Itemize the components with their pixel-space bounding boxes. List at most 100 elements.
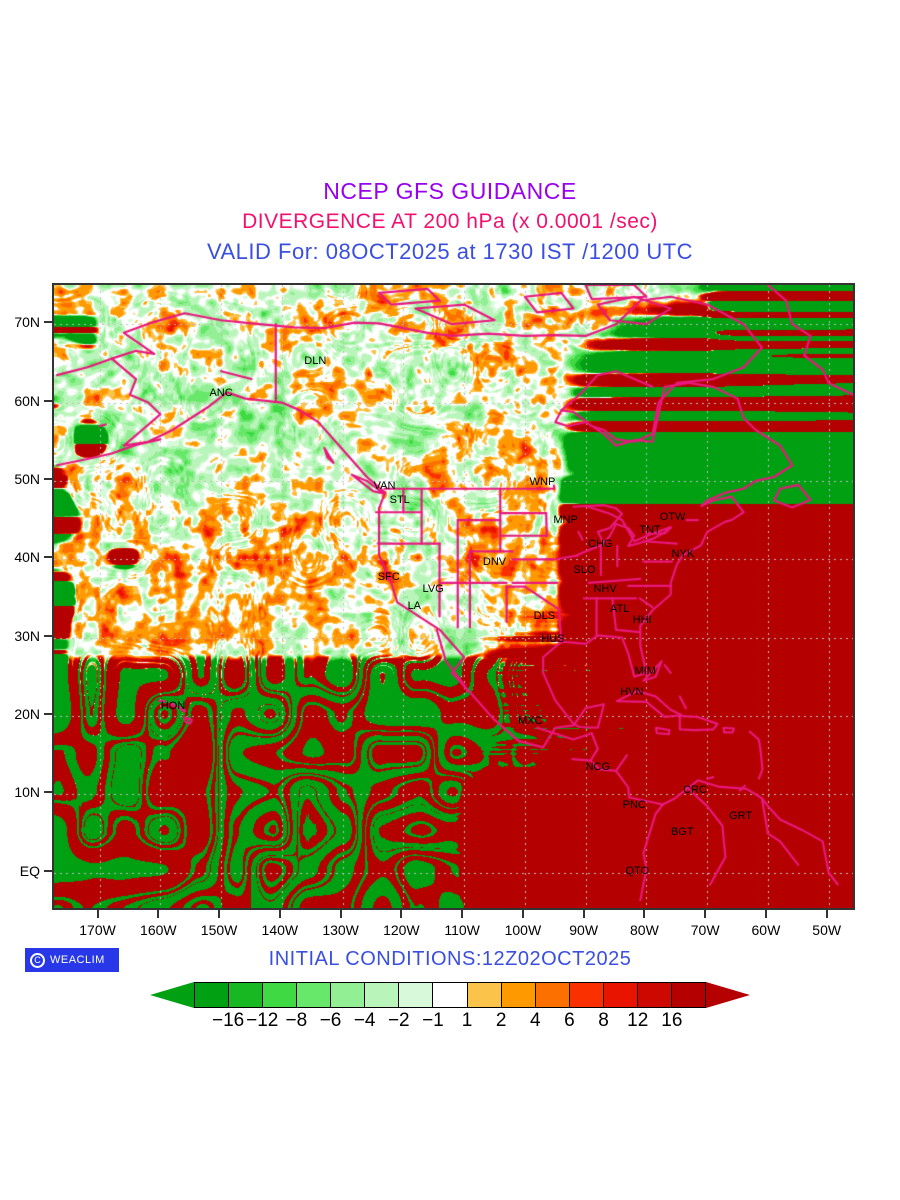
colorbar-cell [195,983,230,1007]
colorbar-label: 2 [495,1010,507,1031]
colorbar-extend-low-icon [150,982,194,1008]
latitude-tick [44,634,52,637]
page-title: NCEP GFS GUIDANCE [323,178,577,204]
longitude-tick-label: 70W [690,922,720,938]
colorbar-extend-high-icon [706,982,750,1008]
copyright-icon: C [30,952,45,968]
longitude-axis: 170W 160W 150W 140W 130W 120W 110W 100W 90W 80W 70… [0,910,900,950]
latitude-tick-label: 70N [14,314,40,331]
longitude-tick [339,910,342,918]
longitude-tick [218,910,221,918]
longitude-tick [278,910,281,918]
colorbar-cell [501,983,536,1007]
colorbar-cell [297,983,332,1007]
city-label-mnp: MNP [553,514,578,527]
city-label-la: LA [407,599,422,612]
colorbar-label: −6 [319,1010,342,1031]
city-label-dls: DLS [533,609,556,622]
title-variable: DIVERGENCE AT 200 hPa (x 0.0001 /sec) [242,210,658,233]
city-label-hus: HUS [541,633,565,646]
longitude-tick-label: 170W [79,922,116,938]
colorbar-cell [637,983,672,1007]
latitude-tick [44,791,52,794]
city-label-crc: CRC [683,784,707,797]
colorbar-label: 12 [627,1010,649,1031]
colorbar-cell [433,983,468,1007]
longitude-tick [157,910,160,918]
colorbar-label: −2 [387,1010,410,1031]
colorbar-label: −16 [212,1010,245,1031]
colorbar-cell [399,983,434,1007]
city-label-layer: ANC DLN HON VAN STL WNP MNP CHG TNT OTW NYK DNV SLO S… [54,285,853,908]
longitude-tick [704,910,707,918]
longitude-tick-label: 140W [261,922,299,938]
city-label-wnp: WNP [529,475,556,488]
colorbar-cell [467,983,502,1007]
city-label-stl: STL [389,493,410,506]
title-valid-time: VALID For: 08OCT2025 at 1730 IST /1200 U… [206,239,694,264]
latitude-tick [44,321,52,324]
city-label-mim: MIM [634,664,656,677]
longitude-tick [96,910,99,918]
latitude-tick-label: 40N [14,549,40,566]
latitude-tick-label: EQ [19,862,40,879]
colorbar-cell [569,983,604,1007]
longitude-tick-label: 80W [630,922,659,938]
city-label-nhv: NHV [593,583,617,596]
colorbar-label: 4 [530,1010,541,1031]
colorbar-tick-labels: −16 −12 −8 −6 −4 −2 −1 1 2 4 6 8 12 16 [150,1010,750,1036]
city-label-qto: QTO [625,865,650,878]
colorbar-cell [603,983,638,1007]
longitude-tick [825,910,828,918]
latitude-tick-label: 30N [14,627,40,644]
initial-conditions-label: INITIAL CONDITIONS:12Z02OCT2025 [268,948,632,970]
city-label-ncg: NCG [585,760,611,773]
colorbar-cell [229,983,264,1007]
weaclim-logo: C WEACLIM [25,948,119,972]
longitude-tick [400,910,403,918]
longitude-tick [764,910,767,918]
colorbar [150,982,750,1008]
longitude-tick [582,910,585,918]
colorbar-cell [535,983,570,1007]
title-block: NCEP GFS GUIDANCE DIVERGENCE AT 200 hPa … [0,178,900,265]
longitude-tick-label: 130W [322,922,359,938]
longitude-tick [461,910,464,918]
colorbar-cell [263,983,298,1007]
city-label-otw: OTW [659,510,686,523]
colorbar-cell [331,983,366,1007]
longitude-tick-label: 60W [751,922,781,938]
city-label-dln: DLN [304,355,327,367]
colorbar-label: 16 [661,1010,683,1031]
colorbar-cell [671,983,705,1007]
city-label-tnt: TNT [639,524,661,537]
latitude-tick [44,556,52,559]
city-label-lvg: LVG [422,583,444,596]
colorbar-label: −12 [246,1010,279,1031]
weaclim-logo-text: WEACLIM [50,954,105,966]
longitude-tick-label: 110W [444,922,480,938]
colorbar-label: −8 [285,1010,308,1031]
city-label-anc: ANC [209,387,233,400]
longitude-tick [521,910,524,918]
latitude-tick [44,713,52,715]
longitude-tick-label: 150W [200,922,238,938]
colorbar-label: 6 [564,1010,575,1031]
latitude-tick-label: 10N [14,784,40,801]
longitude-tick-label: 90W [569,922,599,938]
city-label-sfc: SFC [377,570,400,583]
city-label-slo: SLO [573,564,596,577]
longitude-tick-label: 100W [504,922,542,938]
longitude-tick-label: 50W [812,922,842,938]
city-label-dnv: DNV [482,555,507,568]
latitude-tick [44,477,52,480]
city-label-hon: HON [160,699,186,712]
coastline-canvas [54,285,853,908]
map-plot-area: ANC DLN HON VAN STL WNP MNP CHG TNT OTW NYK DNV SLO S… [52,283,855,910]
longitude-tick-label: 160W [140,922,177,938]
longitude-tick [643,910,646,918]
latitude-tick [44,869,52,872]
colorbar-label: 8 [598,1010,609,1031]
city-label-grt: GRT [729,810,753,823]
longitude-tick-label: 120W [383,922,420,938]
